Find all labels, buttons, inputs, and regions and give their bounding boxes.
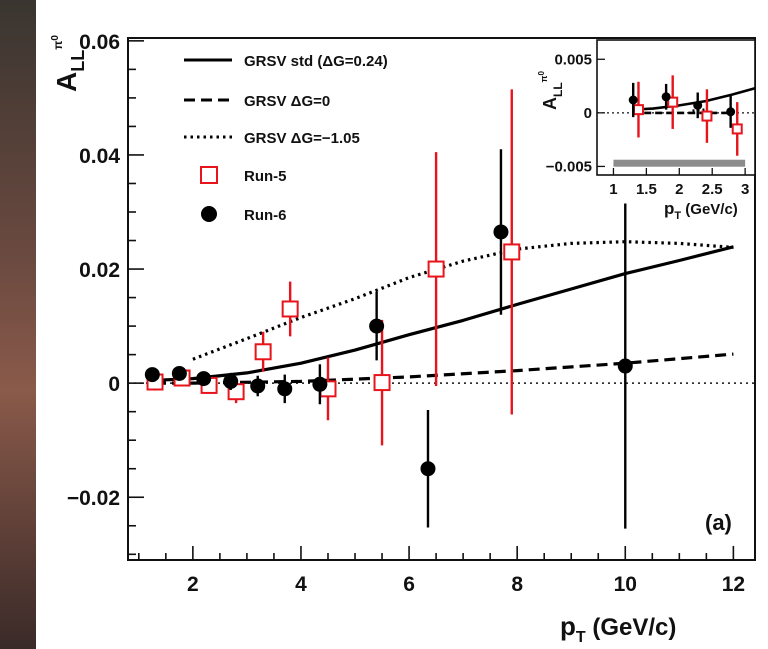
inset-x-tick-label: 2 [675, 181, 683, 198]
legend-label: GRSV ΔG=0 [244, 93, 330, 110]
legend-label: Run-6 [244, 207, 287, 224]
run6-point [312, 376, 328, 392]
inset-x-axis-title: pT (GeV/c) [664, 199, 738, 222]
inset-x-tick-label: 1 [609, 181, 617, 198]
inset-theory-curve-dotted [692, 108, 706, 112]
y-tick-label: 0.06 [79, 31, 120, 54]
run5-point [427, 260, 445, 278]
legend-label: GRSV ΔG=−1.05 [244, 130, 360, 147]
y-tick-label: −0.02 [67, 487, 120, 510]
x-tick-label: 6 [403, 573, 415, 596]
run5-point [503, 243, 521, 261]
inset-series-run-5 [632, 75, 743, 156]
run6-point [196, 371, 212, 387]
inset-y-tick-label: 0.005 [554, 51, 592, 68]
inset-run5-point [667, 96, 679, 108]
legend: GRSV std (ΔG=0.24) GRSV ΔG=0 GRSV ΔG=−1.05… [184, 53, 388, 224]
legend-label: GRSV std (ΔG=0.24) [244, 53, 388, 70]
x-axis-title: pT (GeV/c) [560, 611, 676, 646]
x-tick-label: 12 [722, 573, 745, 596]
systematic-uncertainty-band [613, 159, 746, 167]
legend-label: Run-5 [244, 168, 287, 185]
inset-y-axis-title: ALLπ0 [537, 70, 565, 110]
run6-point [617, 358, 633, 374]
run5-point [373, 374, 391, 392]
x-tick-label: 10 [614, 573, 637, 596]
legend-run6-marker [201, 206, 217, 222]
panel-label: (a) [705, 510, 732, 535]
y-tick-label: 0 [108, 373, 120, 396]
inset-run6-point [661, 92, 671, 102]
main-frame [127, 37, 756, 561]
inset-x-tick-label: 1.5 [636, 181, 657, 198]
y-tick-label: 0.02 [79, 259, 120, 282]
x-tick-label: 2 [187, 573, 199, 596]
inset-run6-point [693, 100, 703, 110]
run6-point [493, 224, 509, 240]
run6-point [223, 373, 239, 389]
inset-run5-point [731, 123, 743, 135]
inset-series-run-6 [628, 82, 736, 128]
inset-y-tick-label: −0.005 [546, 158, 592, 175]
x-tick-label: 4 [295, 573, 307, 596]
run5-point [281, 300, 299, 318]
run6-point [420, 461, 436, 477]
run6-point [144, 367, 160, 383]
inset-run5-point [701, 110, 713, 122]
y-tick-label: 0.04 [79, 145, 120, 168]
run6-point [369, 318, 385, 334]
inset-run6-point [628, 95, 638, 105]
y-axis: −0.02 0 0.02 0.04 0.06 [67, 31, 144, 556]
run6-point [250, 378, 266, 394]
run5-point [254, 343, 272, 361]
run6-point [171, 365, 187, 381]
inset-x-tick-label: 2.5 [702, 181, 723, 198]
legend-run5-marker [200, 166, 218, 184]
inset-run5-point [632, 104, 644, 116]
theory-curve-dotted [192, 240, 734, 361]
inset-panel: 1 1.5 2 2.5 3 −0.005 0 0.005 ALLπ0 pT (GeV/c) [537, 39, 756, 222]
theory-curve-dashed [155, 352, 734, 385]
photo-background-edge [0, 0, 42, 649]
run6-point [277, 381, 293, 397]
inset-theory-curve-solid [633, 86, 756, 111]
x-tick-label: 8 [511, 573, 523, 596]
series-run-6 [144, 149, 633, 529]
inset-x-tick-label: 3 [741, 181, 749, 198]
inset-run6-point [726, 107, 736, 117]
inset-y-tick-label: 0 [584, 105, 592, 122]
x-axis: 2 4 6 8 10 12 [138, 546, 745, 596]
